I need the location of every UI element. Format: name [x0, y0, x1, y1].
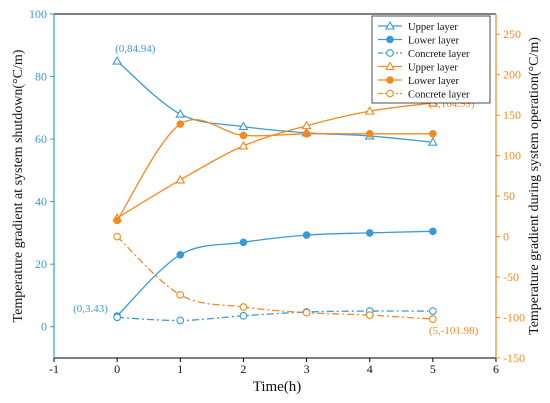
- y-axis-right-label: Temperature gradient during system opera…: [527, 37, 542, 335]
- legend-label: Lower layer: [408, 36, 460, 47]
- legend-label: Concrete layer: [408, 90, 470, 101]
- data-point: [365, 229, 374, 237]
- y-right-tick-label: 200: [503, 68, 521, 82]
- data-point: [427, 137, 438, 146]
- legend-label: Lower layer: [408, 76, 460, 87]
- y-right-tick-label: 0: [503, 230, 509, 244]
- data-annotation: (0,3.43): [73, 303, 108, 315]
- series-line: [116, 102, 433, 219]
- x-tick-label: 4: [367, 362, 373, 376]
- data-point: [175, 108, 186, 118]
- data-point: [429, 307, 437, 315]
- legend-swatch-marker: [385, 61, 395, 71]
- data-point: [238, 121, 249, 131]
- data-point: [113, 313, 121, 322]
- y-left-tick-label: 0: [41, 320, 47, 334]
- series-line: [116, 236, 433, 320]
- data-point: [113, 216, 121, 225]
- legend-swatch-marker: [385, 20, 395, 30]
- data-point: [176, 251, 185, 259]
- data-point: [112, 55, 123, 65]
- y-right-tick-label: 150: [503, 108, 521, 122]
- legend-item: Upper layer: [378, 20, 458, 33]
- x-tick-label: -1: [49, 362, 59, 376]
- data-point: [175, 174, 186, 184]
- data-point: [239, 238, 248, 247]
- y-left-tick-label: 100: [29, 7, 47, 21]
- data-point: [238, 140, 249, 150]
- x-tick-label: 5: [430, 362, 436, 376]
- y-left-tick-label: 40: [35, 195, 47, 209]
- legend-label: Concrete layer: [408, 49, 470, 60]
- data-point: [364, 106, 375, 115]
- x-tick-label: 0: [114, 362, 120, 376]
- legend-item: Concrete layer: [378, 90, 470, 101]
- y-right-tick-label: 100: [503, 149, 521, 163]
- series-line: [116, 118, 433, 221]
- y-right-tick-label: -100: [503, 311, 525, 325]
- series-group: [112, 55, 438, 325]
- data-point: [429, 315, 437, 323]
- legend-swatch-marker: [386, 76, 394, 84]
- series-5: [113, 232, 437, 323]
- x-tick-label: 6: [493, 362, 499, 376]
- data-point: [301, 120, 312, 130]
- series-4: [113, 118, 437, 225]
- legend-swatch-marker: [386, 49, 394, 57]
- data-point: [113, 232, 121, 241]
- legend-swatch-marker: [386, 89, 394, 98]
- legend-item: Upper layer: [378, 61, 458, 74]
- y-right-tick-label: -150: [503, 351, 525, 365]
- legend: Upper layer Lower layer Concrete layer Uppe…: [371, 15, 491, 104]
- x-tick-label: 1: [177, 362, 183, 376]
- data-point: [302, 308, 311, 317]
- data-point: [176, 291, 185, 299]
- data-point: [365, 129, 374, 138]
- data-point: [176, 120, 185, 128]
- data-point: [239, 131, 248, 140]
- axes-frame: -1 0 1 2 3 4 5 6020406080100-150-100-5005010015…: [29, 7, 525, 376]
- x-tick-label: 2: [240, 362, 246, 376]
- legend-swatch-marker: [386, 35, 394, 44]
- data-annotation: (5,-101.98): [429, 325, 479, 337]
- y-axis-left-label: Temperature gradient at system shutdown(…: [11, 49, 26, 322]
- legend-label: Upper layer: [408, 63, 458, 74]
- legend-box: [371, 15, 491, 104]
- y-right-tick-label: 50: [503, 189, 515, 203]
- x-tick-label: 3: [304, 362, 310, 376]
- x-axis-label: Time(h): [253, 379, 302, 395]
- series-line: [117, 310, 433, 322]
- data-point: [302, 129, 311, 138]
- legend-item: Concrete layer: [378, 49, 470, 60]
- y-right-tick-label: -50: [503, 270, 519, 284]
- data-point: [239, 303, 248, 311]
- data-annotation: (0,84.94): [115, 43, 156, 55]
- data-point: [429, 129, 437, 138]
- legend-item: Lower layer: [378, 36, 460, 47]
- data-point: [429, 227, 437, 236]
- data-point: [365, 311, 374, 319]
- data-point: [302, 231, 311, 239]
- data-point: [176, 316, 185, 325]
- y-left-tick-label: 80: [35, 70, 47, 84]
- series-1: [113, 227, 437, 320]
- legend-label: Upper layer: [408, 22, 458, 33]
- data-point: [239, 311, 248, 320]
- series-line: [116, 230, 433, 317]
- legend-item: Lower layer: [378, 76, 460, 87]
- y-left-tick-label: 20: [35, 257, 47, 271]
- y-left-tick-label: 60: [35, 132, 47, 146]
- series-3: [112, 97, 438, 222]
- y-right-tick-label: 250: [503, 27, 521, 41]
